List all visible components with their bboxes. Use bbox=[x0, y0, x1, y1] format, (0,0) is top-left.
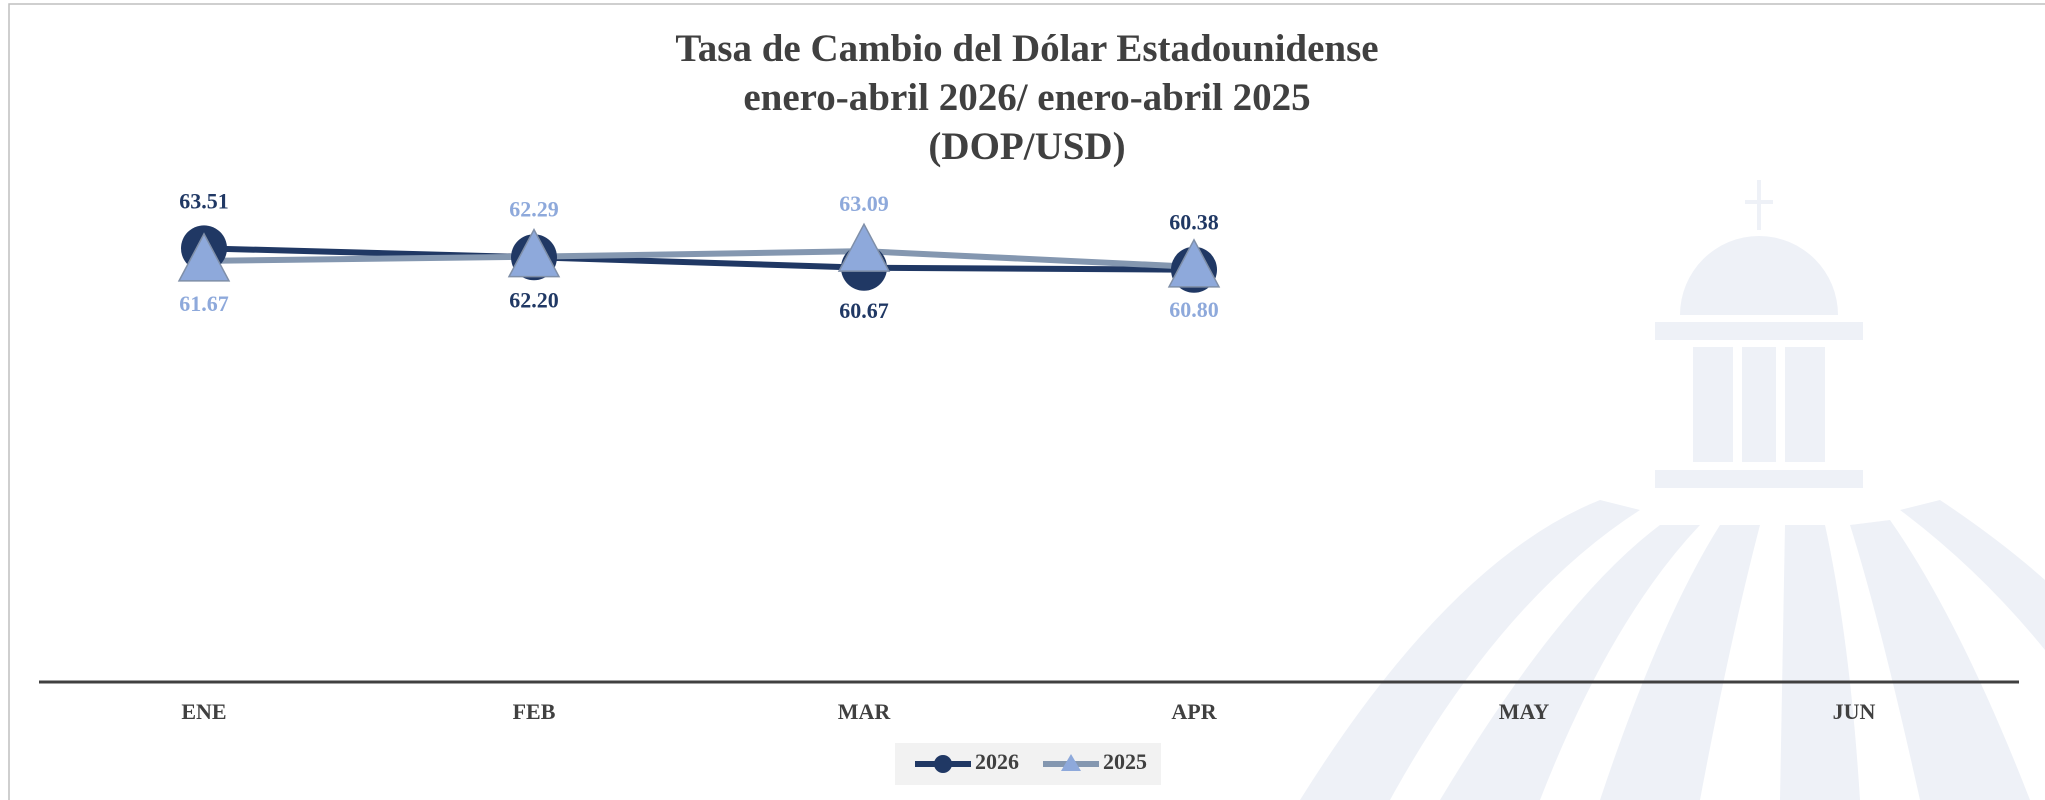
x-tick-label: MAY bbox=[1499, 699, 1550, 724]
x-tick-label: ENE bbox=[181, 699, 226, 724]
data-label: 63.51 bbox=[179, 188, 229, 213]
data-label: 60.38 bbox=[1169, 210, 1219, 235]
legend-marker bbox=[934, 755, 952, 773]
data-label: 62.20 bbox=[509, 287, 559, 312]
data-label: 60.80 bbox=[1169, 297, 1219, 322]
data-point bbox=[839, 224, 889, 271]
legend-label: 2025 bbox=[1103, 749, 1147, 774]
data-label: 60.67 bbox=[839, 298, 889, 323]
chart-title: enero-abril 2026/ enero-abril 2025 bbox=[743, 76, 1310, 119]
x-tick-label: FEB bbox=[513, 699, 556, 724]
chart-title: Tasa de Cambio del Dólar Estadounidense bbox=[675, 27, 1378, 70]
legend-label: 2026 bbox=[975, 749, 1019, 774]
x-tick-label: MAR bbox=[838, 699, 892, 724]
data-label: 63.09 bbox=[839, 191, 889, 216]
watermark bbox=[1300, 180, 2045, 800]
chart-title: (DOP/USD) bbox=[928, 125, 1125, 168]
x-tick-label: JUN bbox=[1833, 699, 1876, 724]
data-label: 62.29 bbox=[509, 197, 559, 222]
x-tick-label: APR bbox=[1171, 699, 1217, 724]
data-label: 61.67 bbox=[179, 291, 229, 316]
page: Tasa de Cambio del Dólar Estadounidense e… bbox=[0, 0, 2045, 800]
chart: Tasa de Cambio del Dólar Estadounidense e… bbox=[0, 0, 2045, 800]
